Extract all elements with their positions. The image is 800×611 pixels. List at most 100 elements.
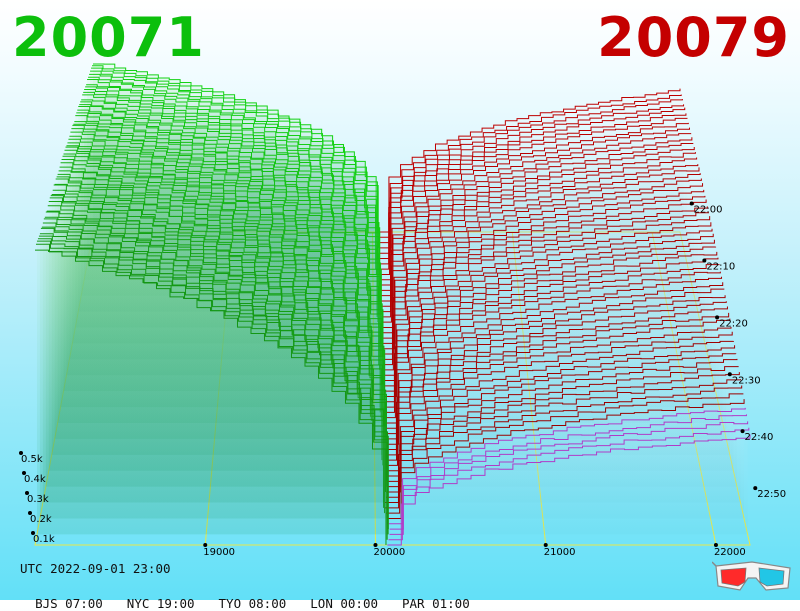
ask-slice-line	[385, 295, 726, 435]
ask-slice-line	[384, 239, 715, 387]
ask-slice-line	[379, 98, 683, 244]
ask-slice-line	[387, 358, 738, 488]
axes: 22:00 22:10 22:20 22:30 22:40 22:50 19000 20000…	[19, 201, 786, 558]
bid-slice-line	[45, 211, 387, 487]
bid-slice-line	[52, 189, 384, 450]
bid-slice-line	[36, 240, 389, 535]
bid-slice-line	[73, 123, 382, 339]
ask-slice-line	[376, 117, 688, 265]
ask-slice-line	[388, 427, 750, 541]
price-tick-label: 20000	[373, 547, 405, 558]
time-tick-label: 22:10	[706, 261, 735, 272]
bid-fill	[36, 241, 389, 535]
price-tick-marker	[713, 543, 718, 547]
3d-glasses-icon[interactable]	[712, 556, 794, 596]
time-tick-label: 22:30	[732, 375, 761, 386]
depth-tick-marker	[19, 451, 23, 455]
ask-slice-line	[384, 379, 742, 504]
best-ask-price: 20079	[597, 6, 790, 69]
bid-slice-line	[79, 104, 379, 307]
bid-slice-line	[44, 216, 386, 492]
ask-slice-line	[387, 399, 745, 519]
timezone-bjs: BJS 07:00	[35, 596, 103, 611]
bid-slice-line	[89, 73, 378, 254]
ask-slice-line	[385, 372, 740, 498]
ask-slice-line	[378, 167, 700, 318]
ask-slice-line	[386, 345, 736, 477]
ask-slice-line	[385, 288, 725, 429]
time-tick-label: 22:40	[745, 432, 774, 443]
bid-slice-line	[71, 128, 381, 349]
ask-slice-line	[379, 157, 698, 307]
best-bid-price: 20071	[12, 6, 205, 69]
ask-slice-line	[378, 94, 682, 238]
bid-slice-line	[72, 124, 382, 344]
timezone-tyo: TYO 08:00	[218, 596, 287, 611]
ask-slice-line	[381, 264, 720, 408]
ask-slice-line	[387, 434, 751, 546]
time-tick-marker	[740, 429, 745, 434]
ask-slice-line	[378, 164, 699, 313]
ask-slice-line	[379, 173, 701, 323]
ask-slice-line	[380, 206, 708, 355]
price-tick-label: 22000	[714, 547, 746, 558]
time-tick-marker	[689, 201, 694, 206]
depth-tick-label: 0.5k	[21, 454, 43, 465]
bid-slice-line	[91, 67, 379, 243]
ask-slice-line	[380, 147, 695, 297]
ask-slice-line	[382, 189, 705, 339]
ask-slice-line	[379, 216, 711, 366]
depth-tick-label: 0.1k	[33, 534, 55, 545]
ask-slice-line	[384, 246, 717, 392]
price-tick-marker	[203, 543, 208, 547]
ask-slice-line	[383, 326, 732, 461]
depth-tick-marker	[22, 471, 26, 475]
ask-slice-line	[380, 152, 696, 302]
bid-slice-line	[69, 135, 380, 360]
depth-tick-marker	[25, 491, 29, 495]
ask-slice-line	[382, 228, 713, 376]
depth-surface	[35, 63, 751, 546]
price-tick-marker	[373, 543, 378, 547]
ask-slice-line	[383, 318, 731, 456]
bid-slice-line	[55, 178, 386, 434]
bid-slice-line	[63, 153, 384, 392]
utc-time: UTC 2022-09-01 23:00	[20, 561, 171, 576]
bid-slice-line	[87, 78, 377, 264]
timezone-par: PAR 01:00	[402, 596, 470, 611]
ask-slice-line	[383, 282, 724, 424]
ask-slice-line	[380, 222, 712, 371]
ask-fill	[389, 421, 748, 535]
bid-slice-line	[80, 101, 380, 301]
price-tick-label: 19000	[203, 547, 235, 558]
time-tick-marker	[753, 486, 758, 491]
depth-tick-marker	[28, 511, 32, 515]
ask-slice-line	[381, 271, 721, 413]
ask-slice-line	[380, 178, 702, 328]
ask-slice-line	[386, 366, 739, 493]
ask-slice-line	[379, 212, 709, 360]
bid-slice-line	[90, 70, 379, 248]
time-tick-label: 22:20	[719, 318, 748, 329]
ask-slice-line	[384, 306, 728, 445]
price-tick-marker	[543, 543, 548, 547]
ask-slice-line	[378, 107, 686, 254]
ask-slice-line	[381, 183, 704, 334]
time-tick-marker	[702, 258, 707, 263]
price-tick-label: 21000	[544, 547, 576, 558]
ask-slice-line	[382, 257, 719, 403]
time-tick-label: 22:00	[694, 205, 723, 216]
bid-slice-line	[54, 183, 386, 439]
ask-slice-line	[389, 414, 747, 530]
ask-slice-line	[379, 104, 685, 249]
bid-slice-line	[81, 99, 381, 296]
ask-slice-line	[388, 407, 746, 525]
timezone-lon: LON 00:00	[310, 596, 378, 611]
bid-slice-line	[62, 155, 383, 397]
time-tick-label: 22:50	[757, 489, 786, 500]
ask-slice-line	[377, 127, 690, 275]
bid-slice-line	[35, 249, 387, 545]
bid-slice-line	[88, 76, 377, 259]
depth-tick-marker	[31, 531, 35, 535]
